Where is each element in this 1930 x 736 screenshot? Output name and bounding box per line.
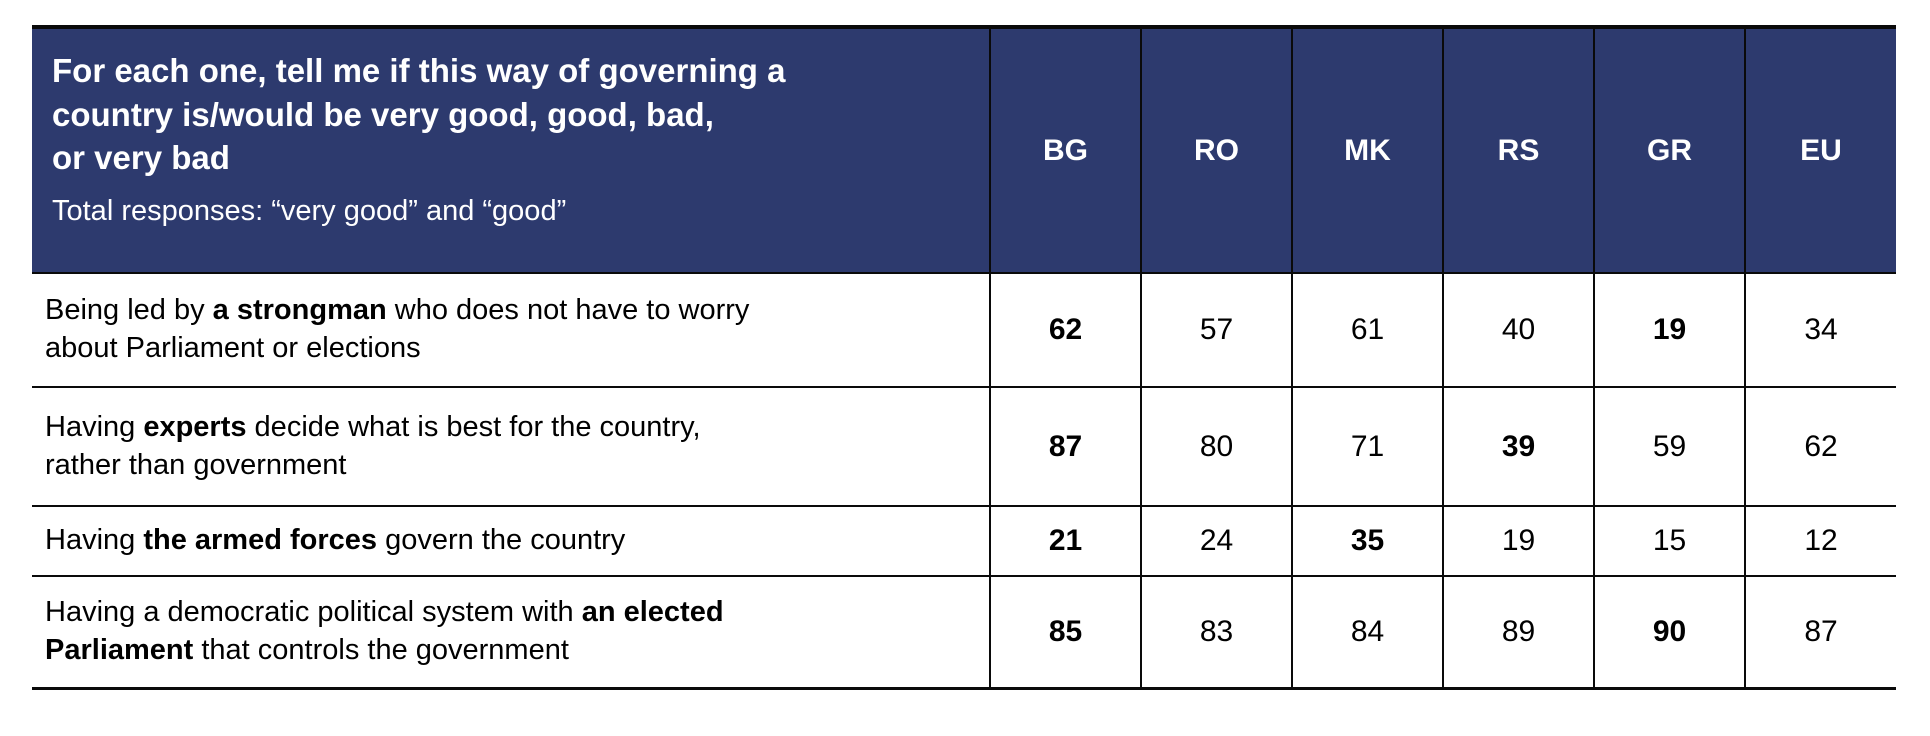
header-row: For each one, tell me if this way of gov… xyxy=(32,27,1896,273)
value-cell: 21 xyxy=(989,506,1141,576)
column-header-bg: BG xyxy=(989,27,1141,273)
text-segment: 35 xyxy=(1350,524,1385,557)
value-cell: 85 xyxy=(989,576,1141,688)
text-segment: 80 xyxy=(1199,429,1234,463)
text-segment: an elected Parliament xyxy=(45,595,724,666)
survey-table: For each one, tell me if this way of gov… xyxy=(32,25,1896,690)
value-cell: 57 xyxy=(1140,273,1292,387)
text-segment: 85 xyxy=(1048,614,1083,648)
text-segment: 21 xyxy=(1048,524,1083,557)
value-cell: 62 xyxy=(1744,387,1896,506)
text-segment: Having xyxy=(45,410,144,443)
row-label: Being led by a strongman who does not ha… xyxy=(32,273,990,387)
text-segment: 24 xyxy=(1199,524,1234,557)
text-segment: 84 xyxy=(1350,614,1385,648)
text-segment: 89 xyxy=(1501,614,1536,648)
text-segment: 87 xyxy=(1048,429,1083,463)
text-segment: experts xyxy=(143,410,247,443)
row-label: Having the armed forces govern the count… xyxy=(32,506,990,576)
value-cell: 90 xyxy=(1593,576,1745,688)
value-cell: 12 xyxy=(1744,506,1896,576)
value-cell: 19 xyxy=(1442,506,1594,576)
value-cell: 83 xyxy=(1140,576,1292,688)
column-header-ro: RO xyxy=(1140,27,1292,273)
text-segment: Having a democratic political system wit… xyxy=(45,595,582,628)
value-cell: 59 xyxy=(1593,387,1745,506)
value-cell: 89 xyxy=(1442,576,1594,688)
table-row-parliament: Having a democratic political system wit… xyxy=(32,576,1896,688)
value-cell: 87 xyxy=(1744,576,1896,688)
text-segment: 71 xyxy=(1350,429,1385,463)
value-cell: 24 xyxy=(1140,506,1292,576)
text-segment: 15 xyxy=(1652,524,1687,557)
text-segment: 12 xyxy=(1804,524,1838,557)
column-header-gr: GR xyxy=(1593,27,1745,273)
row-label: Having a democratic political system wit… xyxy=(32,576,990,688)
text-segment: govern the country xyxy=(377,524,626,556)
text-segment: decide what is best for the country, rat… xyxy=(45,410,701,481)
text-segment: 87 xyxy=(1804,614,1838,648)
value-cell: 15 xyxy=(1593,506,1745,576)
text-segment: 57 xyxy=(1199,313,1234,346)
value-cell: 19 xyxy=(1593,273,1745,387)
text-segment: who does not have to worry about Parliam… xyxy=(45,294,750,364)
value-cell: 61 xyxy=(1291,273,1443,387)
row-label: Having experts decide what is best for t… xyxy=(32,387,990,506)
value-cell: 87 xyxy=(989,387,1141,506)
column-header-rs: RS xyxy=(1442,27,1594,273)
text-segment: 34 xyxy=(1804,313,1838,346)
text-segment: 90 xyxy=(1652,614,1687,648)
text-segment: 39 xyxy=(1501,429,1536,463)
column-header-eu: EU xyxy=(1744,27,1896,273)
table-row-armed-forces: Having the armed forces govern the count… xyxy=(32,506,1896,576)
value-cell: 39 xyxy=(1442,387,1594,506)
value-cell: 35 xyxy=(1291,506,1443,576)
text-segment: a strongman xyxy=(212,294,387,327)
table-row-experts: Having experts decide what is best for t… xyxy=(32,387,1896,506)
value-cell: 34 xyxy=(1744,273,1896,387)
text-segment: 19 xyxy=(1652,313,1687,346)
table-row-strongman: Being led by a strongman who does not ha… xyxy=(32,273,1896,387)
text-segment: Being led by xyxy=(45,294,213,327)
question-text: For each one, tell me if this way of gov… xyxy=(52,52,786,177)
text-segment: that controls the government xyxy=(193,633,569,666)
value-cell: 84 xyxy=(1291,576,1443,688)
value-cell: 71 xyxy=(1291,387,1443,506)
value-cell: 80 xyxy=(1140,387,1292,506)
subtitle-text: Total responses: “very good” and “good” xyxy=(52,194,567,227)
text-segment: 61 xyxy=(1350,313,1385,346)
text-segment: 62 xyxy=(1804,429,1838,463)
text-segment: the armed forces xyxy=(143,524,378,556)
question-header-cell: For each one, tell me if this way of gov… xyxy=(32,27,990,273)
value-cell: 40 xyxy=(1442,273,1594,387)
text-segment: 59 xyxy=(1652,429,1687,463)
text-segment: Having xyxy=(45,524,144,556)
value-cell: 62 xyxy=(989,273,1141,387)
text-segment: 40 xyxy=(1501,313,1536,346)
column-header-mk: MK xyxy=(1291,27,1443,273)
text-segment: 62 xyxy=(1048,313,1083,346)
text-segment: 83 xyxy=(1199,614,1234,648)
text-segment: 19 xyxy=(1501,524,1536,557)
